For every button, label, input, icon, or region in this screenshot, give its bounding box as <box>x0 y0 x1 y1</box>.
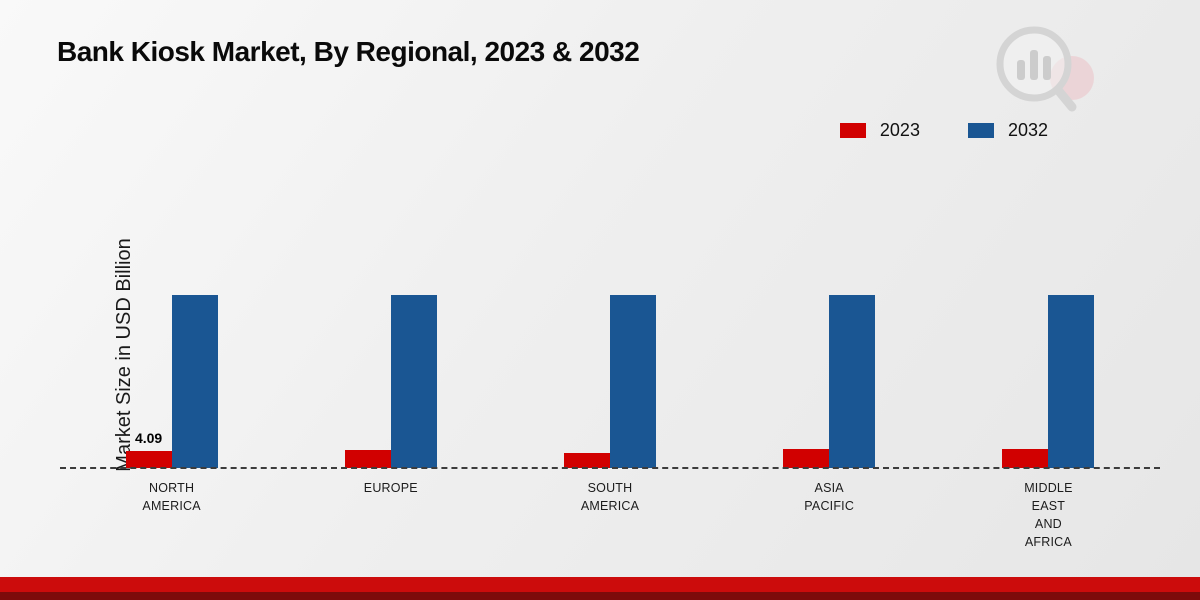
bar-2032-middle-east-and-africa <box>1048 295 1095 468</box>
bar-2032-south-america <box>610 295 656 468</box>
plot-area: 4.09 NORTH AMERICA EUROPE SOUTH AMERICA ASIA PA… <box>62 168 1158 549</box>
bar-2032-europe <box>390 295 437 468</box>
category-label: MIDDLE EAST AND AFRICA <box>1024 481 1073 550</box>
category-label: SOUTH AMERICA <box>580 481 640 514</box>
bar-group-middle-east-and-africa: MIDDLE EAST AND AFRICA <box>939 168 1158 549</box>
bars <box>564 295 656 468</box>
footer-red-stripe <box>0 577 1200 592</box>
bar-group-south-america: SOUTH AMERICA <box>500 168 719 513</box>
watermark-logo <box>996 26 1094 112</box>
bar-2032-asia-pacific <box>829 295 876 468</box>
category-label: NORTH AMERICA <box>142 481 201 514</box>
legend-item-2032: 2032 <box>967 120 1048 141</box>
bars <box>1002 295 1095 468</box>
bars <box>344 295 437 468</box>
x-axis-baseline <box>60 467 1160 469</box>
chart-title: Bank Kiosk Market, By Regional, 2023 & 2… <box>57 36 640 67</box>
bar-group-asia-pacific: ASIA PACIFIC <box>720 168 939 513</box>
legend-swatch-2023 <box>839 123 866 138</box>
legend-item-2023: 2023 <box>839 120 920 141</box>
legend-label-2023: 2023 <box>879 120 920 140</box>
bar-2023-middle-east-and-africa <box>1002 448 1049 468</box>
value-label: 4.09 <box>134 429 163 446</box>
bar-2023-south-america <box>564 452 610 468</box>
bars: 4.09 <box>125 295 218 468</box>
legend-label-2032: 2032 <box>1007 120 1048 140</box>
bars <box>783 295 876 468</box>
bar-2023-asia-pacific <box>783 448 830 468</box>
footer-darkred-stripe <box>0 592 1200 600</box>
category-label: EUROPE <box>363 481 418 495</box>
bar-2023-europe <box>344 450 391 468</box>
bar-group-north-america: 4.09 NORTH AMERICA <box>62 168 281 513</box>
bar-2023-north-america: 4.09 <box>125 430 172 468</box>
bar-2032-north-america <box>171 295 218 468</box>
category-label: ASIA PACIFIC <box>804 481 855 514</box>
legend: 2023 2032 <box>839 120 1048 141</box>
bar-group-europe: EUROPE <box>281 168 500 495</box>
legend-swatch-2032 <box>967 123 994 138</box>
